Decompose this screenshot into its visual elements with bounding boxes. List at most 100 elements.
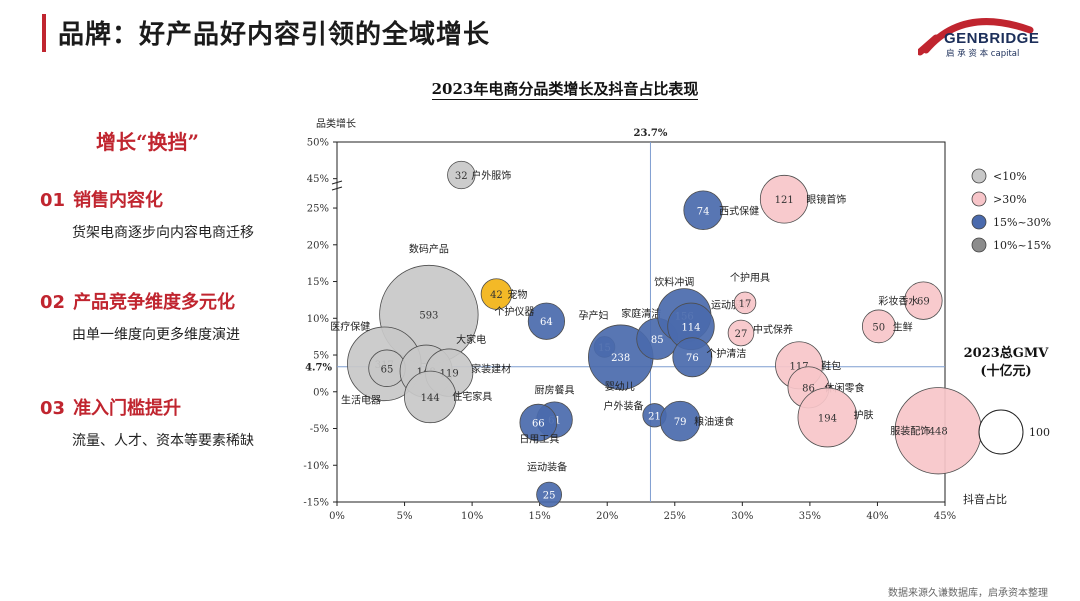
x-tick-label: 5% <box>397 511 413 522</box>
x-tick-label: 10% <box>461 511 483 522</box>
bubble <box>480 278 513 310</box>
bubble-value: 32 <box>455 171 468 182</box>
bubble <box>727 319 755 347</box>
plot-frame <box>336 141 946 503</box>
bubble-label: 生活电器 <box>341 393 381 406</box>
bubble-value: 119 <box>440 369 459 380</box>
bubble-value: 76 <box>686 353 699 364</box>
bubble-value: 27 <box>735 329 748 340</box>
bubble <box>659 400 701 442</box>
y-axis-title: 品类增长 <box>316 117 356 130</box>
size-legend-bubble <box>978 409 1024 455</box>
chart-title: 2023年电商分品类增长及抖音占比表现 <box>431 80 699 100</box>
legend-label: <10% <box>993 170 1027 183</box>
bubble-value: 17 <box>739 299 752 310</box>
point-1: 01 销售内容化 货架电商逐步向内容电商迁移 <box>40 186 254 242</box>
y-tick-label: -10% <box>303 461 329 472</box>
bubble <box>527 302 566 340</box>
source-note: 数据来源久谦数据库，启承资本整理 <box>888 588 1048 599</box>
point-3: 03 准入门槛提升 流量、人才、资本等要素稀缺 <box>40 394 254 450</box>
x-tick-label: 35% <box>799 511 821 522</box>
bubble-label: 西式保健 <box>719 204 759 217</box>
size-legend-unit: (十亿元) <box>980 363 1031 379</box>
bubble-value: 448 <box>929 427 948 438</box>
left-heading: 增长“换挡” <box>96 130 200 154</box>
bubble-value: 66 <box>532 419 545 430</box>
bubble <box>519 403 558 442</box>
legend-marker <box>971 168 987 184</box>
bubble-value: 79 <box>674 417 687 428</box>
reference-label-x: 23.7% <box>634 128 668 139</box>
x-tick-label: 15% <box>529 511 551 522</box>
size-legend-title: 2023总GMV <box>964 345 1050 361</box>
bubble-label: 服装配饰 <box>890 425 930 438</box>
reference-label-y: 4.7% <box>305 362 332 373</box>
bubble-value: 593 <box>419 311 438 322</box>
bubble <box>861 309 896 344</box>
legend-marker <box>971 237 987 253</box>
y-tick-label: -15% <box>303 498 329 509</box>
legend-label: 10%~15% <box>993 239 1051 252</box>
bubble-label: 个护用具 <box>730 271 770 284</box>
bubble-label: 运动装备 <box>527 461 567 474</box>
x-tick-label: 45% <box>934 511 956 522</box>
bubble-label: 医疗保健 <box>330 320 370 333</box>
bubble-label: 数码产品 <box>409 243 449 256</box>
bubble-label: 中式保养 <box>753 323 793 336</box>
point-title: 产品竞争维度多元化 <box>73 292 236 313</box>
bubble <box>404 370 457 424</box>
title-accent-bar <box>42 14 46 52</box>
bubble-label: 宠物 <box>507 288 527 301</box>
legend-label: 15%~30% <box>993 216 1051 229</box>
bubble-value: 144 <box>421 393 440 404</box>
bubble-value: 21 <box>648 411 661 422</box>
x-tick-label: 40% <box>866 511 888 522</box>
bubble-value: 25 <box>543 491 556 502</box>
bubble-value: 42 <box>490 290 503 301</box>
bubble-value: 114 <box>681 322 700 333</box>
logo-subtitle: 启 承 资 本 capital <box>946 49 1020 59</box>
bubble-value: 238 <box>611 353 630 364</box>
bubble-value: 86 <box>802 383 815 394</box>
y-tick-label: 5% <box>313 351 329 362</box>
point-2: 02 产品竞争维度多元化 由单一维度向更多维度演进 <box>40 288 240 344</box>
point-number: 02 <box>40 292 66 313</box>
bubble-label: 生鲜 <box>893 320 913 333</box>
legend-marker <box>971 191 987 207</box>
point-desc: 由单一维度向更多维度演进 <box>72 327 240 343</box>
bubble-label: 日用工具 <box>519 434 559 446</box>
bubble-value: 117 <box>790 361 809 372</box>
y-tick-label: 0% <box>313 387 329 398</box>
y-tick-label: 20% <box>307 240 329 251</box>
bubble-label: 孕产妇 <box>579 309 609 322</box>
bubble <box>536 481 563 508</box>
x-tick-label: 20% <box>596 511 618 522</box>
bubble-label: 鞋包 <box>821 359 841 372</box>
bubble <box>447 160 476 190</box>
bubble-value: 69 <box>917 297 930 308</box>
x-axis-title: 抖音占比 <box>963 492 1007 506</box>
bubble-label: 住宅家具 <box>452 390 492 403</box>
axis-break-mark <box>331 180 343 185</box>
bubble-label: 家庭清洁 <box>621 307 661 320</box>
point-desc: 流量、人才、资本等要素稀缺 <box>72 433 254 449</box>
bubble-label: 厨房餐具 <box>535 384 575 397</box>
bubble-label: 个护清洁 <box>706 347 746 360</box>
bubble-label: 户外服饰 <box>471 169 511 182</box>
point-title: 销售内容化 <box>73 190 164 211</box>
point-title: 准入门槛提升 <box>73 398 182 419</box>
point-desc: 货架电商逐步向内容电商迁移 <box>72 225 254 241</box>
bubble-label: 户外装备 <box>604 399 644 412</box>
x-tick-label: 0% <box>329 511 345 522</box>
bubble-value: 121 <box>775 195 794 206</box>
bubble <box>733 291 757 315</box>
bubble-label: 大家电 <box>456 333 486 346</box>
logo-name: GENBRIDGE <box>944 30 1040 47</box>
y-tick-label: 15% <box>307 277 329 288</box>
point-number: 01 <box>40 190 66 211</box>
y-tick-label: 50% <box>307 138 329 149</box>
y-tick-label: -5% <box>310 424 329 435</box>
genbridge-logo-icon <box>918 18 1034 56</box>
bubble <box>759 174 809 224</box>
